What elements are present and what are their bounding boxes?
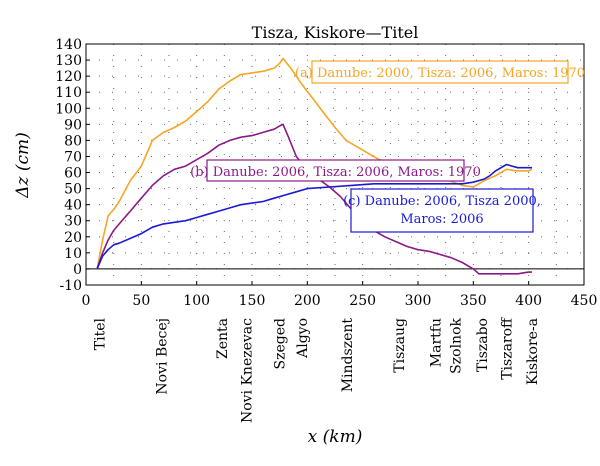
y-tick-label: 120 (55, 69, 82, 85)
x-tick-labels: 0 50 100 150 200 250 300 350 400 450 (82, 281, 598, 309)
legend-text-2: (c) Danube: 2006, Tisza 2000, (343, 194, 541, 209)
x-tick-label: 150 (239, 293, 266, 309)
x-tick-label: 450 (571, 293, 598, 309)
y-tick-label: 110 (55, 85, 82, 101)
y-tick-label: 40 (64, 198, 82, 214)
legend-group: (a) Danube: 2000, Tisza: 2006, Maros: 19… (190, 60, 585, 233)
station-label: Kiskore-a (525, 318, 541, 385)
y-tick-label: 60 (64, 166, 82, 182)
legend-box-2 (350, 188, 534, 233)
station-label: Algyo (295, 318, 311, 359)
chart-title: Tisza, Kiskore—Titel (252, 23, 419, 42)
station-label: Szolnok (449, 317, 465, 373)
legend-text-2: Maros: 2006 (400, 212, 483, 227)
y-tick-label: 0 (73, 262, 82, 278)
y-tick-label: 70 (64, 149, 82, 165)
y-tick-label: 140 (55, 37, 82, 53)
x-tick-label: 400 (515, 293, 542, 309)
x-tick-label: 200 (294, 293, 321, 309)
y-tick-label: 130 (55, 53, 82, 69)
station-label: Novi Becej (154, 318, 170, 395)
legend-box-0 (311, 60, 569, 84)
station-label: Mindszent (340, 318, 356, 393)
x-tick-label: 350 (460, 293, 487, 309)
y-tick-label: 50 (64, 182, 82, 198)
plot-frame (85, 43, 585, 286)
y-tick-label: -10 (59, 278, 82, 294)
station-labels: Titel Novi Becej Zenta Novi Knezevac Szeged A… (92, 317, 541, 423)
station-label: Titel (92, 317, 108, 350)
y-tick-label: 100 (55, 101, 82, 117)
station-label: Zenta (215, 318, 231, 359)
x-tick-label: 0 (82, 293, 91, 309)
station-label: Szeged (273, 318, 289, 369)
station-label: Novi Knezevac (239, 318, 255, 423)
station-label: Martfu (429, 318, 445, 367)
series-line-2 (96, 163, 532, 270)
y-tick-label: 90 (64, 117, 82, 133)
x-tick-label: 100 (183, 293, 210, 309)
y-axis-label: Δz (cm) (13, 132, 33, 199)
legend-text-0: (a) Danube: 2000, Tisza: 2006, Maros: 19… (295, 66, 585, 81)
x-tick-label: 50 (132, 293, 150, 309)
station-label: Tiszaug (392, 318, 408, 373)
y-tick-label: 30 (64, 214, 82, 230)
y-tick-label: 20 (64, 230, 82, 246)
legend-text-1: (b) Danube: 2006, Tisza: 2006, Maros: 19… (190, 165, 481, 180)
y-tick-label: 80 (64, 133, 82, 149)
station-label: Tiszabo (475, 318, 491, 372)
station-label: Tiszaroff (500, 317, 516, 380)
x-tick-label: 250 (349, 293, 376, 309)
x-tick-label: 300 (405, 293, 432, 309)
y-tick-label: 10 (64, 246, 82, 262)
x-axis-label: x (km) (308, 427, 363, 447)
series-line-0 (96, 57, 533, 270)
legend-box-1 (206, 159, 465, 182)
